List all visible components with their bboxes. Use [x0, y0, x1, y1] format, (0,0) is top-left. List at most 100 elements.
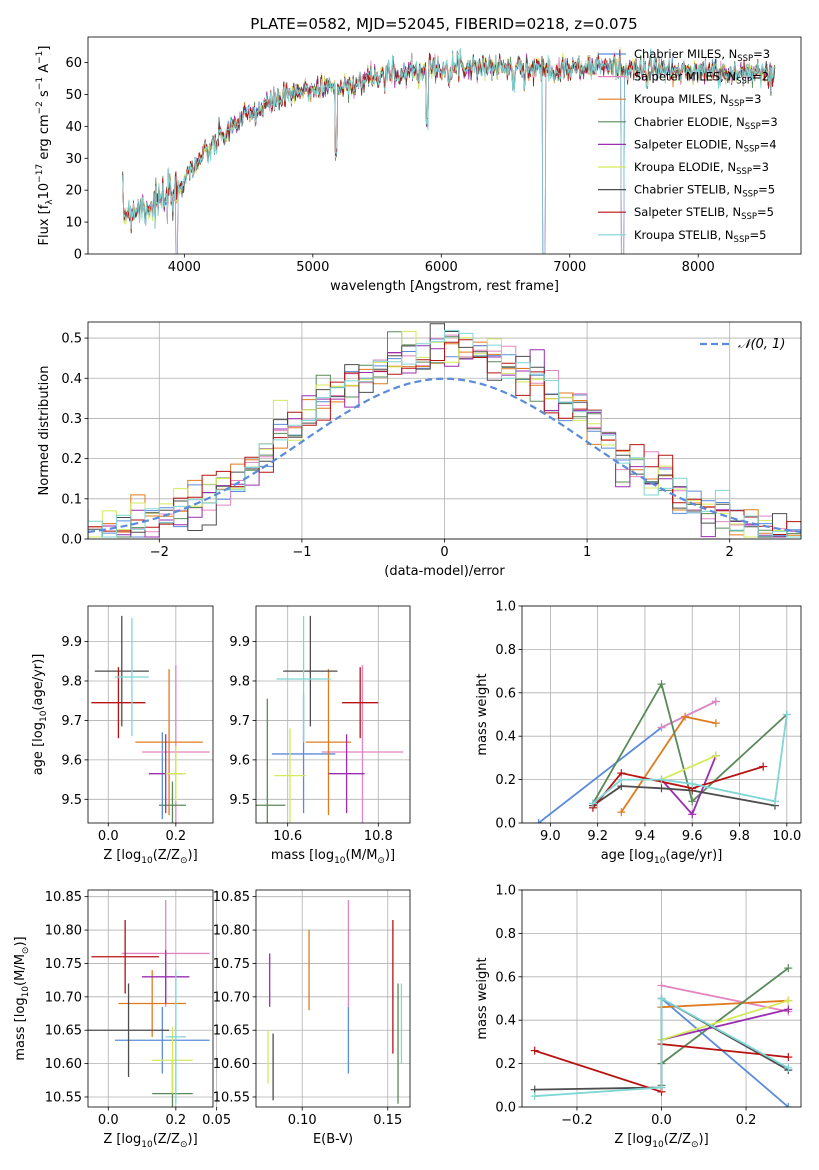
- y-axis-label-end: )]: [13, 936, 28, 946]
- normal-curve: [88, 377, 801, 534]
- legend-entry: Kroupa MILES, NSSP=3: [634, 92, 761, 109]
- y-tick-label: 0.1: [61, 492, 82, 507]
- errorbar-kroupa_stelib: [165, 970, 186, 1104]
- plot-area: [122, 46, 776, 254]
- x-axis-label-rest: (age/yr)]: [665, 848, 722, 863]
- errorbar-kroupa_elodie: [152, 1026, 193, 1094]
- mass-weight-line-kroupa_elodie: [661, 999, 789, 1041]
- mass-weight-marker-salpeter_stelib: [784, 1053, 793, 1062]
- y-tick-label: 50: [65, 88, 82, 103]
- y-axis-label-exp: −17: [35, 164, 45, 183]
- errorbar-kroupa_stelib: [115, 617, 149, 737]
- figure-title: PLATE=0582, MJD=52045, FIBERID=0218, z=0…: [250, 15, 637, 33]
- x-axis-label-end: )]: [188, 848, 198, 863]
- mass-weight-marker-chabrier_elodie: [688, 797, 697, 806]
- mass-weight-line-kroupa_stelib: [592, 714, 788, 805]
- x-axis-label-rest: (M/M: [346, 848, 378, 863]
- y-axis-label-rest: (M/M: [13, 954, 28, 986]
- x-axis-label-text: (data-model)/error: [384, 564, 505, 579]
- spectrum-panel: 4000 5000 6000 7000 8000 0 10 20 30 40 50 60 wavelen…: [35, 36, 802, 294]
- x-axis-label-end: )]: [699, 1132, 709, 1147]
- y-axis-label-sub: 10: [39, 710, 49, 722]
- legend-entry-value: =4: [760, 137, 777, 151]
- x-axis-label-end: )]: [385, 848, 395, 863]
- y-axis-label-exp2: −2: [35, 101, 45, 114]
- x-tick-label: 9.2: [587, 829, 608, 844]
- legend-entry: Kroupa STELIB, NSSP=5: [634, 228, 766, 245]
- x-tick-label: 9.0: [540, 829, 561, 844]
- y-tick-label: 9.7: [61, 714, 82, 729]
- legend-entry: Salpeter MILES, NSSP=2: [634, 70, 769, 87]
- y-tick-label: 0.0: [495, 817, 516, 832]
- y-tick-label: 10.75: [45, 957, 82, 972]
- legend-entry-value: =3: [752, 160, 769, 174]
- legend-entry-name: Kroupa MILES, N: [634, 92, 729, 106]
- mass-weight-marker-kroupa_stelib: [784, 1063, 793, 1072]
- y-axis-label-text: age [log: [31, 722, 46, 775]
- legend-entry: Chabrier STELIB, NSSP=5: [634, 183, 775, 200]
- legend-entry: Chabrier MILES, NSSP=3: [634, 47, 770, 64]
- x-axis-label-sub: 10: [334, 856, 346, 866]
- y-axis-label-text: mass weight: [475, 673, 490, 755]
- mass-weight-marker-kroupa_stelib: [657, 994, 666, 1003]
- plot-area: [530, 964, 793, 1107]
- y-axis-label-close: ]: [37, 46, 52, 51]
- mass-weight-marker-kroupa_stelib: [770, 797, 779, 806]
- x-axis-label: Z [log10(Z/Z⊙)]: [103, 1132, 197, 1150]
- x-axis-label-sun: ⊙: [377, 856, 385, 866]
- x-axis-label-sun: ⊙: [180, 856, 188, 866]
- x-tick-label: 5000: [296, 260, 329, 275]
- y-tick-label: 9.9: [61, 635, 82, 650]
- axes-frame: [87, 889, 214, 1108]
- errorbar-kroupa_stelib: [276, 615, 331, 743]
- y-tick-label: 30: [65, 152, 82, 167]
- x-tick-label: 0.2: [165, 1113, 186, 1128]
- x-tick-label: 0.15: [373, 1113, 402, 1128]
- x-axis-label-text: E(B-V): [313, 1132, 353, 1147]
- y-tick-label: 10.55: [45, 1090, 82, 1105]
- x-axis-label-text: wavelength [Angstrom, rest frame]: [330, 279, 559, 294]
- mass-weight-marker-kroupa_miles: [711, 719, 720, 728]
- mass-weight-marker-chabrier_elodie: [657, 680, 666, 689]
- x-axis-label: (data-model)/error: [384, 564, 505, 579]
- y-tick-label: 0.6: [495, 686, 516, 701]
- x-tick-label: 7000: [553, 260, 586, 275]
- errorbar-chabrier_stelib: [283, 615, 338, 727]
- legend-entry-sub: SSP: [745, 122, 761, 132]
- legend-entry-name: Chabrier MILES, N: [634, 47, 737, 61]
- axes-frame: [255, 605, 411, 824]
- mass-weight-marker-salpeter_elodie: [784, 1005, 793, 1014]
- mass-weight-line-kroupa_miles: [661, 999, 789, 1009]
- x-axis-label: age [log10(age/yr)]: [601, 848, 723, 866]
- legend-entry-value: =3: [744, 92, 761, 106]
- y-axis-label: mass weight: [475, 673, 490, 755]
- x-tick-label: 8000: [682, 260, 715, 275]
- axes-frame: [521, 605, 802, 824]
- mass-weight-marker-kroupa_stelib: [688, 779, 697, 788]
- errorbar-kroupa_elodie: [274, 728, 306, 823]
- y-axis-label-units3: A: [37, 64, 52, 77]
- x-axis-label-sun: ⊙: [691, 1140, 699, 1150]
- x-tick-label: 10.0: [772, 829, 801, 844]
- y-tick-label: 0.2: [61, 452, 82, 467]
- legend-entry-name: Chabrier STELIB, N: [634, 183, 742, 197]
- x-tick-label: 0.05: [202, 1113, 231, 1128]
- x-axis-label-end: )]: [188, 1132, 198, 1147]
- y-tick-label: 0.3: [61, 412, 82, 427]
- axes-frame: [87, 36, 802, 255]
- mass-weight-marker-kroupa_elodie: [711, 751, 720, 760]
- mass-weight-line-chabrier_elodie: [592, 681, 788, 804]
- y-tick-label: 0.2: [495, 773, 516, 788]
- x-tick-label: 0.2: [165, 829, 186, 844]
- x-tick-label: 1: [583, 545, 591, 560]
- errorbar-kroupa_miles: [118, 970, 186, 1037]
- x-axis-label-rest: (Z/Z: [664, 1132, 691, 1147]
- y-tick-label: 9.9: [229, 635, 250, 650]
- x-tick-label: 9.8: [729, 829, 750, 844]
- mass-weight-line-chabrier_elodie: [660, 967, 789, 1086]
- x-tick-label: 2: [726, 545, 734, 560]
- errorbar-kroupa_miles: [305, 669, 352, 816]
- errorbar-chabrier_miles: [115, 1006, 210, 1074]
- legend-entry-name: Salpeter ELODIE, N: [634, 137, 744, 151]
- y-tick-label: 9.8: [229, 674, 250, 689]
